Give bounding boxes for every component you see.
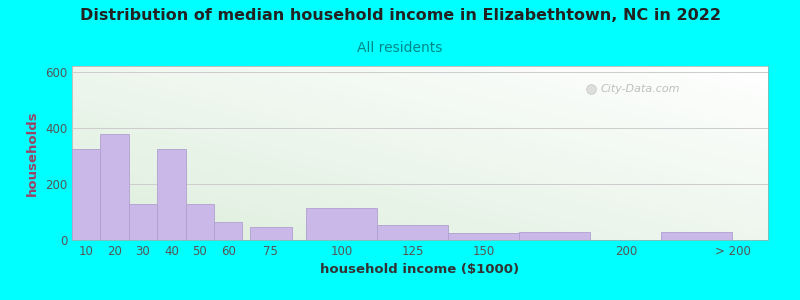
Bar	[662, 232, 733, 240]
Bar	[519, 232, 590, 240]
Bar	[129, 203, 158, 240]
Text: All residents: All residents	[358, 40, 442, 55]
Text: Distribution of median household income in Elizabethtown, NC in 2022: Distribution of median household income …	[79, 8, 721, 22]
Bar	[158, 149, 186, 240]
Bar	[72, 149, 101, 240]
Bar	[250, 227, 292, 240]
Text: City-Data.com: City-Data.com	[601, 84, 681, 94]
Bar	[306, 208, 378, 240]
Bar	[186, 203, 214, 240]
Bar	[214, 222, 242, 240]
Bar	[378, 225, 449, 240]
Y-axis label: households: households	[26, 110, 39, 196]
Bar	[449, 233, 519, 240]
X-axis label: household income ($1000): household income ($1000)	[321, 263, 519, 276]
Bar	[101, 134, 129, 240]
